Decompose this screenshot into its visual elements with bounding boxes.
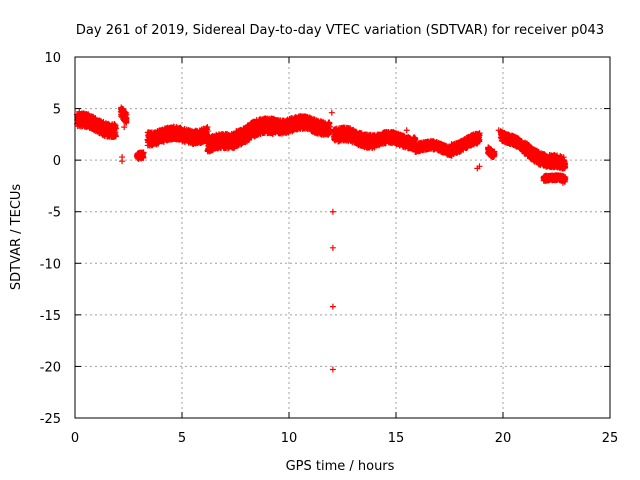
data-point bbox=[123, 115, 130, 122]
data-points bbox=[73, 104, 569, 373]
chart-title: Day 261 of 2019, Sidereal Day-to-day VTE… bbox=[76, 23, 604, 38]
data-point bbox=[140, 154, 147, 161]
data-point bbox=[112, 133, 119, 140]
grid-lines bbox=[75, 57, 610, 418]
data-point bbox=[112, 125, 119, 132]
